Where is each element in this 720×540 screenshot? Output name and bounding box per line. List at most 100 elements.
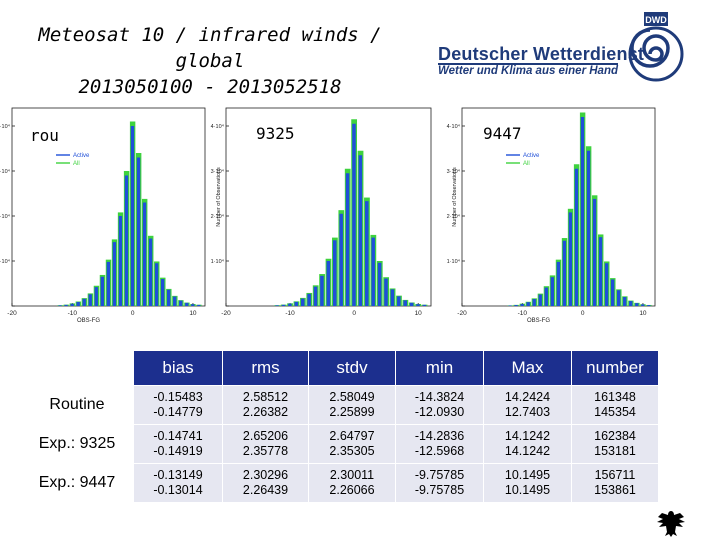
table-cell: -14.3824 -12.0930 [395, 385, 484, 425]
bar-active [390, 289, 395, 306]
bar-active [538, 294, 542, 306]
logo-tagline: Wetter und Klima aus einer Hand [438, 65, 618, 77]
bar-active [197, 304, 201, 306]
legend-label: Active [523, 153, 540, 159]
bar-active [307, 293, 311, 306]
bar-active [300, 298, 305, 306]
table-cell: 162384 153181 [571, 424, 659, 464]
bar-active [326, 261, 331, 306]
y-axis-label: Number of Observations [216, 167, 222, 227]
y-tick-label: 1·10⁴ [447, 258, 461, 265]
table-cell: 2.64797 2.35305 [308, 424, 396, 464]
bar-active [352, 123, 356, 306]
bar-active [345, 173, 350, 306]
bar-active [526, 302, 530, 306]
table-cell: 14.2424 12.7403 [483, 385, 572, 425]
title-line-1: Meteosat 10 / infrared winds / global [38, 24, 382, 72]
federal-eagle-icon [657, 511, 685, 537]
bar-active [106, 261, 111, 306]
y-tick-label: 1·10⁴ [211, 258, 225, 265]
y-tick-label: 3·10⁴ [211, 168, 225, 175]
table-header-row: bias rms stdv min Max number [20, 350, 659, 386]
table-cell: -0.15483 -0.14779 [133, 385, 223, 425]
bar-active [154, 263, 159, 306]
bar-active [136, 157, 141, 306]
bar-active [422, 304, 427, 306]
bar-active [610, 279, 615, 306]
x-tick-label: -10 [285, 310, 295, 317]
x-tick-label: 10 [639, 310, 647, 317]
bar-active [377, 262, 382, 306]
table-cell: 14.1242 14.1242 [483, 424, 572, 464]
x-tick-label: -20 [457, 310, 467, 317]
table-cell: 2.58512 2.26382 [222, 385, 309, 425]
table-row: Routine -0.15483 -0.14779 2.58512 2.26382 … [20, 385, 659, 425]
table-cell: 2.30296 2.26439 [222, 463, 309, 503]
bar-active [384, 278, 388, 306]
title-line-2: 2013050100 - 2013052518 [78, 76, 342, 98]
y-tick-label: 4·10⁴ [0, 123, 11, 130]
bar-active [397, 296, 401, 306]
bar-active [550, 277, 554, 306]
y-tick-label: 4·10⁴ [211, 123, 225, 130]
table-cell: 2.30011 2.26066 [308, 463, 396, 503]
y-tick-label: 1·10⁴ [0, 258, 11, 265]
table-cell: 161348 145354 [571, 385, 659, 425]
table-corner [20, 350, 134, 386]
bar-active [112, 242, 117, 306]
bar-active [58, 305, 62, 306]
bar-active [281, 304, 286, 306]
bar-active [544, 287, 548, 306]
bar-active [88, 294, 92, 306]
table-row: Exp.: 9447 -0.13149 -0.13014 2.30296 2.264… [20, 463, 659, 503]
table-cell: 2.58049 2.25899 [308, 385, 396, 425]
bar-active [641, 304, 645, 306]
bar-active [562, 240, 567, 306]
bar-active [313, 286, 318, 306]
panel-label-routine: rou [30, 126, 59, 145]
col-header-bias: bias [133, 350, 223, 386]
histogram-panel-9325: 1·10⁴ 2·10⁴ 3·10⁴ 4·10⁴ -20 -10 0 10 Number of O… [211, 107, 432, 317]
legend-label: All [73, 161, 80, 167]
histogram-panel-routine: 1·10⁴ 2·10⁴ 3·10⁴ 4·10⁴ -20 -10 0 10 OBS-FG Activ… [0, 107, 206, 322]
bar-active [635, 303, 639, 306]
statistics-table: bias rms stdv min Max number Routine -0.… [20, 350, 659, 503]
bar-active [556, 261, 561, 306]
x-tick-label: 0 [581, 310, 585, 317]
slide-title: Meteosat 10 / infrared winds / global 20… [0, 22, 420, 100]
bar-active [185, 302, 189, 306]
table-cell: 156711 153861 [571, 463, 659, 503]
x-tick-label: 0 [131, 310, 135, 317]
row-label-exp-9325: Exp.: 9325 [20, 424, 134, 464]
legend-label: Active [73, 153, 90, 159]
bar-active [592, 198, 597, 306]
bar-active [173, 296, 177, 306]
bar-active [409, 302, 414, 306]
logo-divider [438, 63, 618, 65]
histogram-panel-9447: 1·10⁴ 2·10⁴ 3·10⁴ 4·10⁴ -20 -10 0 10 OBS-FG Numbe… [447, 107, 656, 322]
x-axis-label: OBS-FG [77, 318, 100, 322]
bar-active [70, 303, 74, 306]
bar-active [403, 300, 407, 306]
bar-active [617, 290, 621, 306]
row-label-exp-9447: Exp.: 9447 [20, 463, 134, 503]
bar-active [160, 279, 165, 306]
bar-active [598, 237, 603, 306]
bar-active [320, 275, 324, 306]
x-axis-label: OBS-FG [527, 318, 550, 322]
x-tick-label: 10 [189, 310, 197, 317]
bar-active [191, 304, 195, 306]
bar-active [275, 305, 279, 306]
bar-active [100, 276, 104, 306]
col-header-stdv: stdv [308, 350, 396, 386]
panel-label-9447: 9447 [483, 124, 522, 143]
dwd-logo: DWD Deutscher Wetterdienst Wetter und Kl… [432, 6, 712, 84]
table-cell: -9.75785 -9.75785 [395, 463, 484, 503]
x-tick-label: 10 [415, 310, 423, 317]
bar-active [358, 155, 363, 306]
bar-active [629, 301, 633, 306]
bar-active [179, 300, 183, 306]
bar-active [94, 287, 98, 306]
bar-active [76, 301, 80, 306]
y-tick-label: 2·10⁴ [0, 213, 11, 220]
